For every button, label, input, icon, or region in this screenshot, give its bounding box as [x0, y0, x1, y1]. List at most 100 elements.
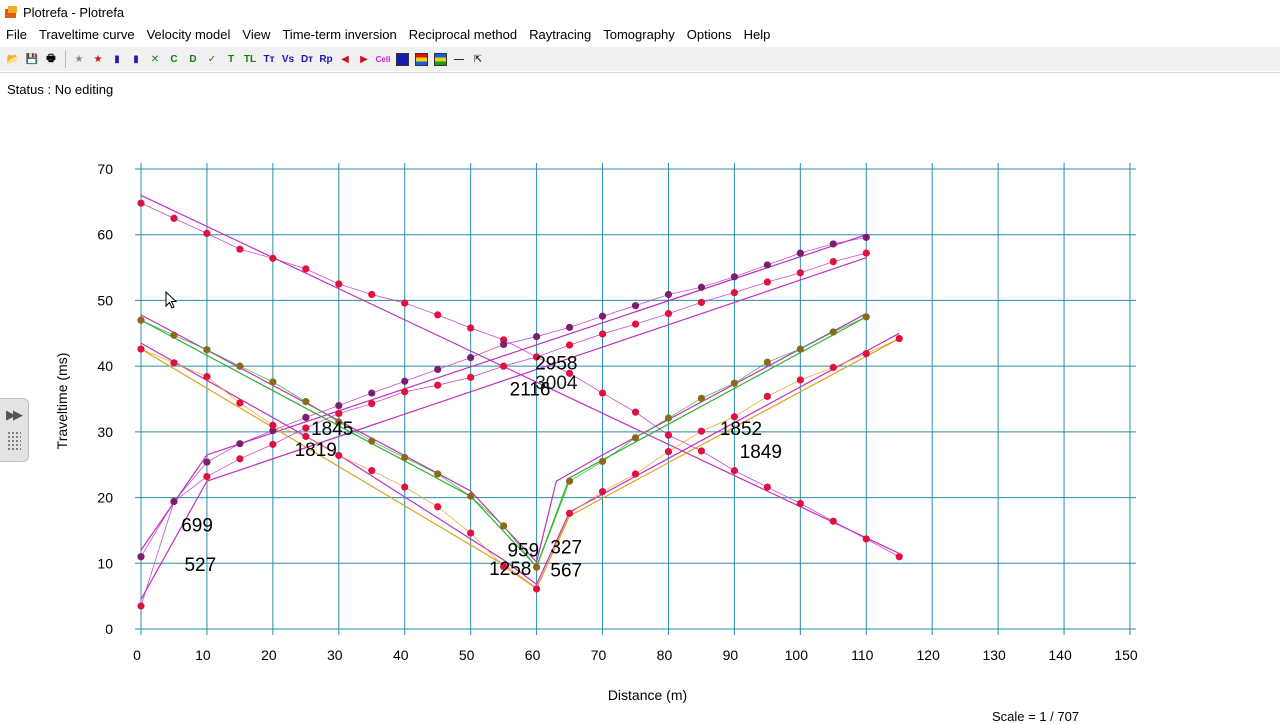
- data-point: [730, 379, 739, 387]
- star-red-icon[interactable]: ★: [93, 53, 103, 65]
- data-point: [302, 265, 310, 273]
- cell-button[interactable]: Cell: [375, 54, 391, 64]
- color-square-rainbow-2-swatch: [433, 52, 447, 66]
- tt-button[interactable]: Tт: [263, 53, 275, 65]
- menu-reciprocal-method[interactable]: Reciprocal method: [408, 27, 518, 42]
- calculated-traveltime-line: [140, 234, 867, 551]
- x-axis-title: Distance (m): [608, 687, 687, 703]
- arrow-left-icon[interactable]: ◀: [341, 53, 349, 65]
- velocity-label: 699: [181, 516, 213, 537]
- data-point: [763, 278, 771, 286]
- data-point: [467, 492, 475, 500]
- x-tick-label: 130: [982, 647, 1006, 663]
- data-point: [368, 437, 376, 445]
- x-tick-label: 50: [459, 647, 475, 663]
- arrow-right-icon[interactable]: ▶: [360, 53, 368, 65]
- data-point: [796, 376, 804, 384]
- menu-traveltime-curve[interactable]: Traveltime curve: [38, 27, 135, 42]
- data-point: [203, 458, 211, 466]
- velocity-label: 1849: [740, 442, 782, 463]
- y-tick-label: 70: [97, 161, 113, 177]
- c-button[interactable]: C: [170, 53, 178, 65]
- status-text: Status : No editing: [7, 82, 114, 97]
- data-point: [269, 378, 277, 386]
- menu-options[interactable]: Options: [686, 27, 732, 42]
- y-axis-title: Traveltime (ms): [54, 353, 70, 450]
- menu-time-term-inversion[interactable]: Time-term inversion: [282, 27, 397, 42]
- d-button[interactable]: D: [189, 53, 197, 65]
- data-point: [335, 418, 343, 426]
- data-point: [829, 517, 837, 525]
- data-point: [170, 359, 178, 367]
- color-square-rainbow-2[interactable]: [431, 50, 449, 68]
- double-chevron-right-icon: ▶▶: [6, 407, 23, 422]
- data-point: [664, 431, 673, 439]
- color-square-blue[interactable]: [393, 50, 411, 68]
- menu-file[interactable]: File: [6, 27, 27, 42]
- menu-velocity-model[interactable]: Velocity model: [146, 27, 231, 42]
- data-point: [730, 273, 739, 281]
- data-point: [170, 214, 178, 222]
- grip-icon: [7, 431, 21, 451]
- pointer-icon[interactable]: ⇱: [473, 53, 483, 65]
- color-square-rainbow-1-swatch: [414, 52, 428, 66]
- data-point: [796, 269, 804, 277]
- data-point: [763, 483, 771, 491]
- menu-view[interactable]: View: [242, 27, 271, 42]
- data-point: [763, 261, 771, 269]
- rp-button[interactable]: Rp: [319, 53, 333, 65]
- data-point: [236, 440, 244, 448]
- y-tick-label: 50: [97, 292, 113, 308]
- data-point: [302, 398, 310, 406]
- x-tick-label: 0: [133, 647, 141, 663]
- data-point: [269, 254, 277, 262]
- line-icon[interactable]: —: [454, 53, 464, 65]
- data-point: [401, 377, 409, 385]
- save-icon[interactable]: 💾: [25, 53, 39, 65]
- traveltime-chart[interactable]: 0 10 20 30 40 50 60 70 80 90 100 110 120 130 140 150 0 10…: [0, 73, 1280, 721]
- data-point: [697, 447, 706, 455]
- velocity-label: 2958: [535, 353, 577, 374]
- data-point: [664, 414, 673, 422]
- x-tick-label: 70: [591, 647, 607, 663]
- data-point: [500, 522, 508, 530]
- data-point: [401, 388, 409, 396]
- dt-button[interactable]: Dт: [300, 53, 314, 65]
- menu-help[interactable]: Help: [743, 27, 771, 42]
- y-tick-label: 60: [97, 227, 113, 243]
- data-point: [137, 602, 145, 610]
- y-tick-label: 40: [97, 358, 113, 374]
- side-panel-toggle[interactable]: ▶▶: [0, 398, 29, 462]
- tl-button[interactable]: TL: [243, 53, 257, 65]
- color-square-rainbow-1[interactable]: [412, 50, 430, 68]
- data-point: [368, 389, 376, 397]
- data-point: [434, 470, 442, 478]
- x-tick-label: 80: [657, 647, 673, 663]
- data-point: [302, 424, 310, 432]
- t-button[interactable]: T: [227, 53, 235, 65]
- x-tick-label: 20: [261, 647, 277, 663]
- open-icon[interactable]: 📂: [6, 53, 20, 65]
- data-point: [598, 312, 607, 320]
- data-point: [335, 401, 343, 410]
- menu-raytracing[interactable]: Raytracing: [529, 27, 592, 42]
- data-point: [796, 499, 804, 508]
- vs-button[interactable]: Vs: [281, 53, 295, 65]
- data-point: [500, 362, 508, 370]
- shot-button-1[interactable]: ▮: [114, 53, 120, 65]
- star-gray-icon[interactable]: ★: [74, 53, 84, 65]
- check-button[interactable]: ✓: [207, 53, 217, 65]
- data-point: [598, 457, 607, 466]
- shot-button-2[interactable]: ▮: [133, 53, 139, 65]
- delete-shot-button[interactable]: ✕: [150, 53, 160, 65]
- data-point: [434, 381, 442, 389]
- data-point: [631, 434, 640, 442]
- data-point: [631, 302, 640, 310]
- data-point: [862, 233, 870, 241]
- x-tick-label: 90: [723, 647, 739, 663]
- data-point: [697, 283, 706, 291]
- velocity-label: 327: [550, 537, 582, 558]
- data-point: [236, 245, 244, 253]
- print-icon[interactable]: 🖶: [46, 52, 56, 64]
- menu-tomography[interactable]: Tomography: [603, 27, 675, 42]
